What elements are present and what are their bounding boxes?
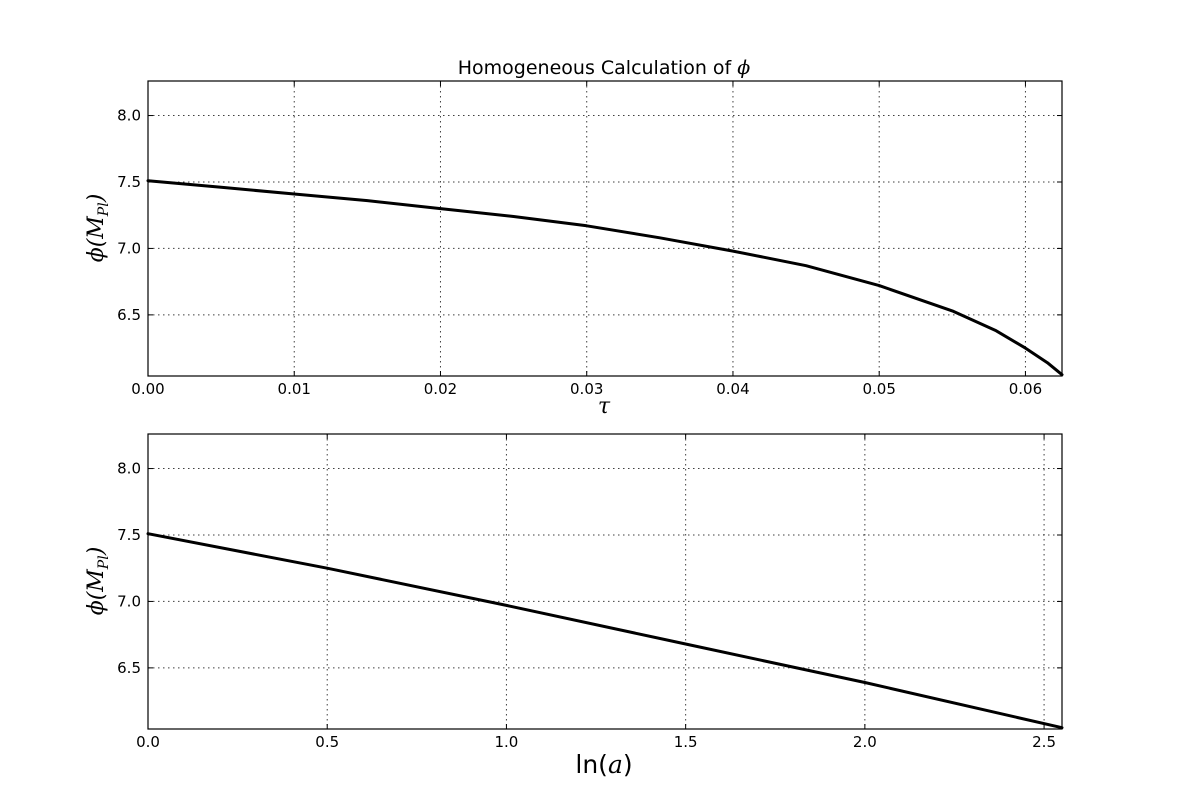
bottom-y-tick-label: 7.5 xyxy=(117,526,141,544)
top-plot-panel: Homogeneous Calculation of ϕ 0.00 0.01 0.0… xyxy=(84,57,1064,419)
bottom-x-tick-label: 0.0 xyxy=(136,733,160,751)
chart-title: Homogeneous Calculation of ϕ xyxy=(458,57,751,79)
bottom-plot-frame xyxy=(147,433,1063,730)
top-x-tick-label: 0.00 xyxy=(131,380,164,398)
top-y-axis-label: ϕ(MPl) xyxy=(84,194,112,263)
bottom-x-tick-label: 2.0 xyxy=(853,733,877,751)
top-y-tick-label: 7.5 xyxy=(117,173,141,191)
top-series-line xyxy=(146,179,1064,377)
chart-title-symbol: ϕ xyxy=(737,57,750,79)
bottom-series-line xyxy=(146,532,1064,730)
bottom-ticks: 0.0 0.5 1.0 1.5 2.0 2.5 6.5 7.0 7.5 8.0 xyxy=(117,434,1062,751)
top-series xyxy=(146,179,1064,377)
top-ticks: 0.00 0.01 0.02 0.03 0.04 0.05 0.06 6.5 7.0 7.5 8.0 xyxy=(117,81,1062,398)
bottom-x-axis-label-symbol: a xyxy=(608,750,623,779)
top-x-tick-label: 0.05 xyxy=(862,380,895,398)
top-x-axis-label: τ xyxy=(598,394,611,419)
bottom-x-tick-label: 1.0 xyxy=(495,733,519,751)
top-y-axis-label-sub: Pl xyxy=(96,202,112,217)
bottom-x-tick-label: 0.5 xyxy=(315,733,339,751)
bottom-plot-panel: 0.0 0.5 1.0 1.5 2.0 2.5 6.5 7.0 7.5 8.0 ln(a) ϕ(M… xyxy=(84,433,1064,779)
bottom-x-axis-label: ln(a) xyxy=(575,750,632,779)
top-y-tick-label: 8.0 xyxy=(117,107,141,125)
bottom-y-axis-label-close: ) xyxy=(84,547,109,557)
bottom-series xyxy=(146,532,1064,730)
top-y-axis-label-rest: (M xyxy=(84,216,109,248)
top-x-tick-label: 0.01 xyxy=(278,380,311,398)
top-y-tick-label: 7.0 xyxy=(117,239,141,257)
top-x-tick-label: 0.03 xyxy=(570,380,603,398)
bottom-y-tick-label: 6.5 xyxy=(117,659,141,677)
bottom-grid xyxy=(148,434,1062,729)
top-y-axis-label-symbol: ϕ xyxy=(84,247,109,262)
top-x-tick-label: 0.06 xyxy=(1009,380,1042,398)
bottom-x-axis-label-close: ) xyxy=(623,750,633,779)
bottom-x-tick-label: 1.5 xyxy=(674,733,698,751)
top-grid xyxy=(148,81,1062,376)
bottom-y-axis-label-sub: Pl xyxy=(96,555,112,570)
bottom-y-axis-label-symbol: ϕ xyxy=(84,600,109,615)
top-x-tick-label: 0.02 xyxy=(424,380,457,398)
top-x-tick-label: 0.04 xyxy=(716,380,749,398)
bottom-x-axis-label-prefix: ln( xyxy=(575,750,608,779)
bottom-y-axis-label: ϕ(MPl) xyxy=(84,547,112,616)
top-y-axis-label-close: ) xyxy=(84,194,109,204)
bottom-y-tick-label: 8.0 xyxy=(117,460,141,478)
top-y-tick-label: 6.5 xyxy=(117,306,141,324)
top-plot-frame xyxy=(147,80,1063,377)
bottom-y-tick-label: 7.0 xyxy=(117,592,141,610)
bottom-y-axis-label-rest: (M xyxy=(84,569,109,601)
bottom-x-tick-label: 2.5 xyxy=(1032,733,1056,751)
chart-title-text: Homogeneous Calculation of xyxy=(458,57,738,79)
